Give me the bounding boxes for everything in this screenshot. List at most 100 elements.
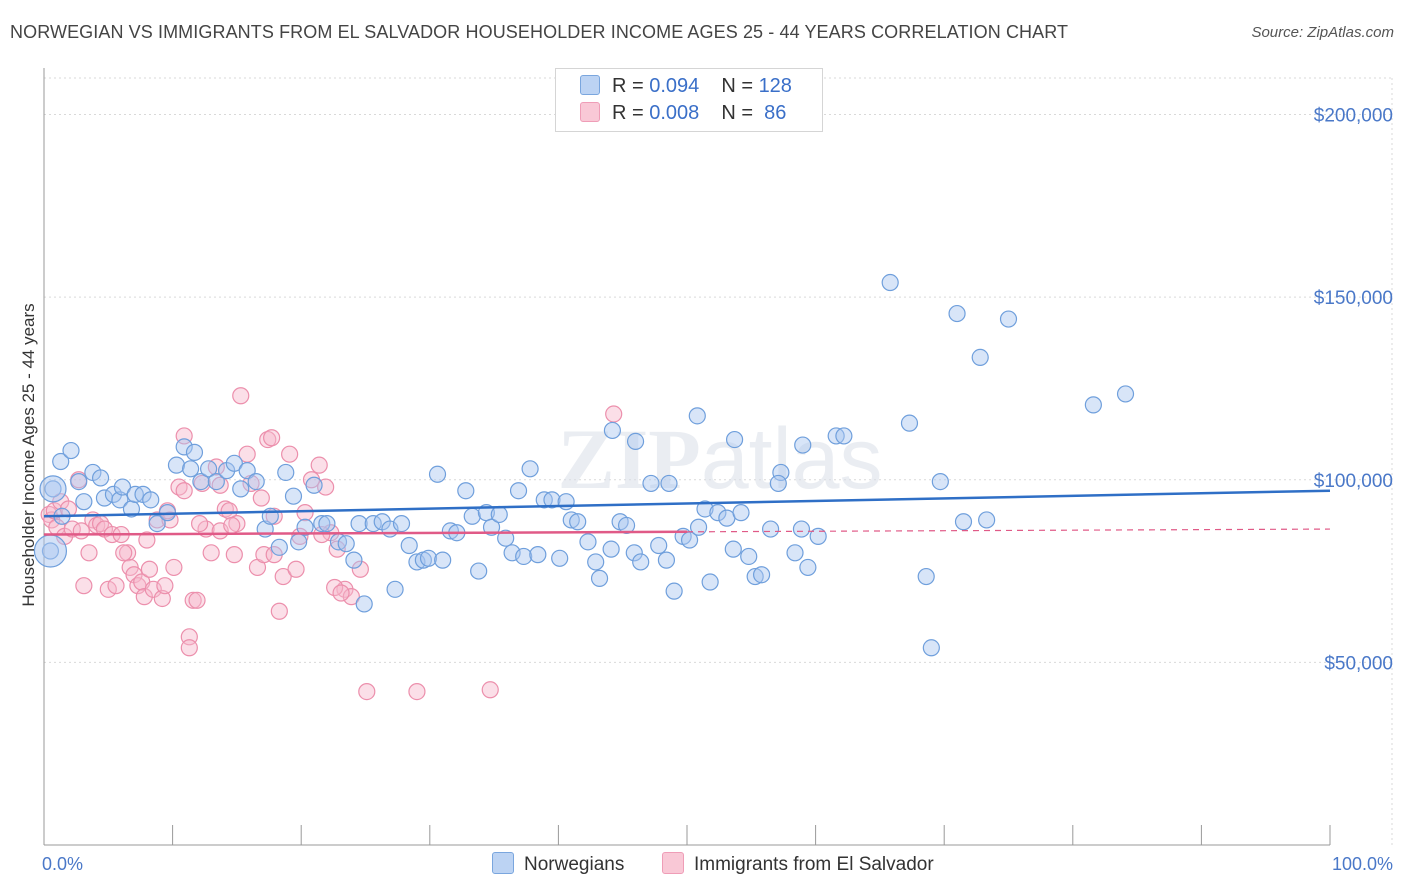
pink-point [263, 429, 281, 447]
legend-r-label: R = [612, 102, 650, 124]
blue-point [521, 460, 539, 478]
blue-point [463, 507, 481, 525]
blue-point [52, 452, 70, 471]
blue-point [62, 441, 80, 460]
blue-point [33, 534, 68, 568]
pink-point [225, 546, 243, 564]
trend-line-el-salvador [43, 530, 688, 536]
legend-row-norwegians: R = 0.094 N = 128 [580, 75, 792, 99]
blue-point [305, 476, 323, 494]
blue-point [434, 551, 452, 569]
legend-swatch-blue [580, 75, 600, 95]
blue-point [543, 491, 561, 509]
blue-point [650, 536, 668, 555]
blue-point [799, 558, 817, 577]
blue-point [113, 478, 132, 496]
blue-point [185, 443, 204, 461]
blue-point [290, 533, 308, 551]
blue-point [603, 421, 622, 440]
blue-point [881, 273, 899, 292]
pink-point [165, 558, 183, 577]
blue-point [617, 516, 636, 535]
legend-n-label: N = [721, 102, 759, 124]
blue-point [75, 493, 93, 511]
pink-point [252, 489, 270, 507]
pink-point [310, 456, 328, 474]
blue-point [809, 527, 827, 545]
blue-point [497, 529, 515, 547]
blue-point [625, 544, 643, 562]
blue-point [689, 518, 708, 536]
blue-point [148, 514, 166, 533]
blue-point [175, 438, 193, 456]
blue-point [39, 475, 67, 503]
pink-point [332, 584, 350, 602]
blue-point [277, 463, 295, 482]
blue-point [111, 491, 129, 509]
pink-point [184, 591, 202, 609]
pink-point [175, 482, 193, 500]
blue-point [313, 514, 331, 533]
pink-point [270, 602, 288, 620]
pink-point [408, 682, 426, 701]
blue-point [602, 540, 620, 558]
blue-point [400, 536, 418, 555]
pink-point [287, 560, 305, 578]
pink-point [140, 560, 159, 578]
pink-point [107, 577, 125, 595]
stats-legend: R = 0.094 N = 128 R = 0.008 N = 86 [555, 68, 823, 132]
blue-point [355, 595, 373, 613]
blue-point [917, 567, 935, 586]
blue-point [225, 454, 243, 472]
blue-point [769, 474, 787, 493]
blue-point [642, 474, 660, 493]
pink-point [191, 514, 209, 533]
blue-point [350, 514, 368, 533]
blue-point [835, 427, 853, 445]
blue-point [954, 513, 973, 531]
blue-point [978, 511, 996, 529]
pink-point [342, 588, 360, 606]
pink-point [75, 577, 93, 595]
blue-point [557, 493, 575, 511]
blue-point [660, 474, 678, 493]
y-tick-label: $100,000 [1314, 471, 1393, 492]
watermark: ZIPatlas [557, 411, 882, 507]
blue-point [470, 562, 488, 580]
legend-r-value: 0.094 [649, 75, 700, 97]
blue-point [509, 482, 528, 500]
y-tick-label: $50,000 [1324, 653, 1393, 674]
blue-point [1084, 396, 1102, 414]
blue-point [590, 569, 609, 587]
blue-point [232, 480, 250, 498]
axes [43, 68, 1331, 846]
blue-point [392, 514, 411, 533]
blue-point [482, 518, 501, 536]
blue-point [318, 514, 336, 533]
pink-point [296, 504, 314, 522]
blue-point [732, 504, 750, 522]
blue-series-points [33, 273, 1135, 657]
blue-point [207, 472, 225, 491]
pink-point [188, 591, 206, 609]
blue-point [632, 553, 650, 571]
blue-point [142, 491, 160, 509]
blue-point [428, 465, 447, 483]
blue-point [709, 504, 727, 522]
blue-point [386, 580, 404, 598]
pink-point [481, 681, 499, 699]
blue-point [725, 430, 744, 449]
pink-point [156, 577, 174, 595]
blue-point [1116, 385, 1135, 403]
blue-point [515, 547, 533, 566]
pink-point [138, 531, 156, 549]
blue-point [551, 549, 569, 567]
legend-swatch-pink [580, 102, 600, 122]
blue-point [337, 535, 355, 553]
blue-point [761, 520, 780, 538]
y-tick-labels: $50,000 $100,000 $150,000 $200,000 [1314, 106, 1393, 675]
blue-point [931, 472, 949, 491]
blue-point [579, 533, 597, 551]
blue-point [200, 460, 218, 478]
pink-point [351, 560, 369, 578]
